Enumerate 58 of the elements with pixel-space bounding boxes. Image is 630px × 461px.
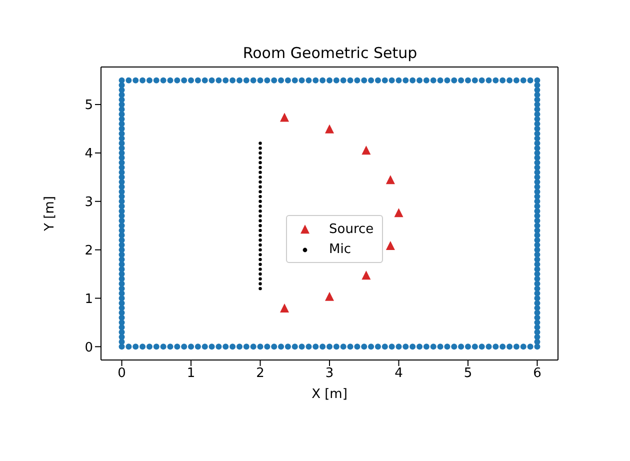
point — [258, 214, 262, 218]
legend-label: Source — [329, 222, 374, 236]
point — [258, 224, 262, 228]
x-tick-label: 4 — [394, 366, 403, 382]
x-tick-label: 2 — [256, 366, 264, 382]
legend-label: Mic — [329, 242, 351, 256]
point — [394, 208, 404, 218]
y-tick-label: 4 — [84, 146, 93, 162]
point — [258, 243, 262, 247]
point — [258, 248, 262, 252]
point — [258, 176, 262, 179]
x-tick-label: 3 — [325, 366, 334, 382]
point — [386, 241, 395, 250]
point — [258, 234, 262, 237]
point — [258, 277, 262, 280]
point — [258, 272, 262, 276]
point — [258, 238, 262, 242]
point — [258, 180, 262, 184]
point — [258, 194, 262, 198]
point — [258, 142, 262, 145]
point — [258, 286, 262, 290]
point — [258, 156, 262, 160]
point — [258, 151, 262, 155]
x-tick-label: 1 — [186, 366, 196, 382]
point — [258, 262, 262, 266]
point — [258, 190, 262, 194]
y-tick-label: 0 — [84, 340, 93, 356]
point — [258, 200, 262, 203]
point — [362, 146, 371, 155]
y-tick-label: 3 — [84, 195, 93, 210]
x-tick-label: 6 — [533, 366, 542, 382]
point — [386, 175, 395, 184]
x-tick-label: 0 — [118, 366, 126, 382]
y-axis-title: Y [m] — [42, 196, 58, 232]
point — [258, 161, 262, 164]
x-axis-title: X [m] — [312, 387, 348, 402]
point — [258, 209, 262, 213]
point — [280, 112, 289, 122]
point — [258, 170, 262, 174]
point — [258, 253, 262, 256]
point — [258, 219, 262, 222]
point — [258, 268, 262, 271]
y-tick-label: 1 — [84, 292, 93, 307]
point — [362, 270, 371, 280]
point — [258, 282, 262, 286]
point — [325, 124, 334, 134]
point — [258, 146, 262, 150]
point — [325, 292, 334, 301]
point — [280, 304, 289, 313]
chart-title: Room Geometric Setup — [242, 44, 418, 62]
x-tick-label: 5 — [464, 366, 472, 382]
point — [258, 166, 262, 170]
y-tick-label: 2 — [84, 243, 93, 258]
point — [258, 258, 262, 262]
point — [258, 204, 262, 208]
y-tick-label: 5 — [84, 98, 93, 114]
point — [258, 228, 262, 232]
point — [258, 185, 262, 188]
